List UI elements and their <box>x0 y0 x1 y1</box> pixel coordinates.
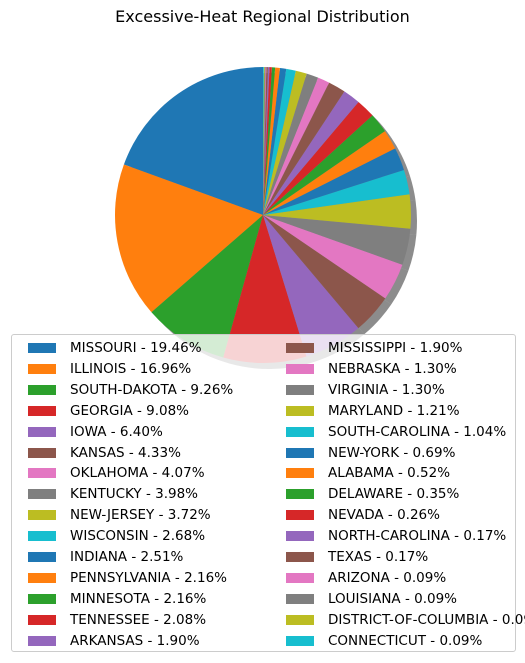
legend-item: ARKANSAS - 1.90% <box>28 631 200 651</box>
legend-item: ALABAMA - 0.52% <box>286 463 450 483</box>
legend-swatch <box>286 468 314 478</box>
legend-swatch <box>286 615 314 625</box>
legend-item: MINNESOTA - 2.16% <box>28 589 206 609</box>
pie-slices <box>115 67 411 363</box>
legend-swatch <box>28 448 56 458</box>
legend-item: IOWA - 6.40% <box>28 422 163 442</box>
legend-label: PENNSYLVANIA - 2.16% <box>70 570 227 586</box>
legend-label: SOUTH-CAROLINA - 1.04% <box>328 424 506 440</box>
legend-item: CONNECTICUT - 0.09% <box>286 631 482 651</box>
legend-swatch <box>28 552 56 562</box>
legend-label: MARYLAND - 1.21% <box>328 403 460 419</box>
legend-swatch <box>286 510 314 520</box>
legend-item: NEW-JERSEY - 3.72% <box>28 505 211 525</box>
legend-item: MARYLAND - 1.21% <box>286 401 460 421</box>
legend-label: VIRGINIA - 1.30% <box>328 382 445 398</box>
legend-label: NORTH-CAROLINA - 0.17% <box>328 528 506 544</box>
legend-label: DELAWARE - 0.35% <box>328 486 459 502</box>
legend-label: DISTRICT-OF-COLUMBIA - 0.09% <box>328 612 525 628</box>
legend-item: ILLINOIS - 16.96% <box>28 359 191 379</box>
legend-label: IOWA - 6.40% <box>70 424 163 440</box>
legend-item: VIRGINIA - 1.30% <box>286 380 445 400</box>
legend-swatch <box>286 427 314 437</box>
legend-swatch <box>28 510 56 520</box>
legend-item: TEXAS - 0.17% <box>286 547 428 567</box>
legend-label: KANSAS - 4.33% <box>70 445 181 461</box>
legend-item: KANSAS - 4.33% <box>28 443 181 463</box>
legend-label: NEW-JERSEY - 3.72% <box>70 507 211 523</box>
legend-item: WISCONSIN - 2.68% <box>28 526 205 546</box>
legend-item: PENNSYLVANIA - 2.16% <box>28 568 227 588</box>
legend-swatch <box>28 406 56 416</box>
legend-swatch <box>28 594 56 604</box>
legend-item: OKLAHOMA - 4.07% <box>28 463 205 483</box>
legend-item: TENNESSEE - 2.08% <box>28 610 206 630</box>
legend-item: NEBRASKA - 1.30% <box>286 359 457 379</box>
legend-item: MISSISSIPPI - 1.90% <box>286 338 462 358</box>
legend-label: KENTUCKY - 3.98% <box>70 486 198 502</box>
legend-label: CONNECTICUT - 0.09% <box>328 633 482 649</box>
legend-item: KENTUCKY - 3.98% <box>28 484 198 504</box>
legend-item: NEW-YORK - 0.69% <box>286 443 455 463</box>
legend-swatch <box>286 573 314 583</box>
legend-swatch <box>286 385 314 395</box>
legend-swatch <box>28 385 56 395</box>
legend-swatch <box>28 573 56 583</box>
legend-item: INDIANA - 2.51% <box>28 547 183 567</box>
legend-swatch <box>286 531 314 541</box>
legend-swatch <box>28 364 56 374</box>
legend-swatch <box>286 406 314 416</box>
legend-label: MISSISSIPPI - 1.90% <box>328 340 462 356</box>
legend-swatch <box>286 489 314 499</box>
legend-swatch <box>28 468 56 478</box>
legend-label: INDIANA - 2.51% <box>70 549 183 565</box>
legend-label: NEBRASKA - 1.30% <box>328 361 457 377</box>
legend-swatch <box>286 364 314 374</box>
legend-label: LOUISIANA - 0.09% <box>328 591 457 607</box>
legend-label: GEORGIA - 9.08% <box>70 403 189 419</box>
legend-swatch <box>28 343 56 353</box>
legend-item: NEVADA - 0.26% <box>286 505 440 525</box>
legend-swatch <box>28 427 56 437</box>
legend-item: SOUTH-DAKOTA - 9.26% <box>28 380 233 400</box>
legend-swatch <box>286 636 314 646</box>
legend-label: ARIZONA - 0.09% <box>328 570 446 586</box>
legend-item: SOUTH-CAROLINA - 1.04% <box>286 422 506 442</box>
legend-label: TENNESSEE - 2.08% <box>70 612 206 628</box>
legend-item: NORTH-CAROLINA - 0.17% <box>286 526 506 546</box>
legend-label: MINNESOTA - 2.16% <box>70 591 206 607</box>
legend-label: ILLINOIS - 16.96% <box>70 361 191 377</box>
legend-label: ALABAMA - 0.52% <box>328 465 450 481</box>
legend-item: MISSOURI - 19.46% <box>28 338 202 358</box>
legend: MISSOURI - 19.46% ILLINOIS - 16.96% SOUTH-… <box>11 334 516 652</box>
legend-swatch <box>28 531 56 541</box>
legend-label: SOUTH-DAKOTA - 9.26% <box>70 382 233 398</box>
legend-swatch <box>28 489 56 499</box>
legend-swatch <box>286 552 314 562</box>
legend-label: ARKANSAS - 1.90% <box>70 633 200 649</box>
legend-swatch <box>286 594 314 604</box>
legend-label: NEW-YORK - 0.69% <box>328 445 455 461</box>
legend-label: WISCONSIN - 2.68% <box>70 528 205 544</box>
legend-label: TEXAS - 0.17% <box>328 549 428 565</box>
legend-swatch <box>286 343 314 353</box>
legend-item: DISTRICT-OF-COLUMBIA - 0.09% <box>286 610 525 630</box>
legend-swatch <box>28 636 56 646</box>
legend-item: GEORGIA - 9.08% <box>28 401 189 421</box>
legend-label: MISSOURI - 19.46% <box>70 340 202 356</box>
legend-item: LOUISIANA - 0.09% <box>286 589 457 609</box>
legend-swatch <box>286 448 314 458</box>
legend-label: OKLAHOMA - 4.07% <box>70 465 205 481</box>
legend-swatch <box>28 615 56 625</box>
legend-item: DELAWARE - 0.35% <box>286 484 459 504</box>
legend-label: NEVADA - 0.26% <box>328 507 440 523</box>
legend-item: ARIZONA - 0.09% <box>286 568 446 588</box>
